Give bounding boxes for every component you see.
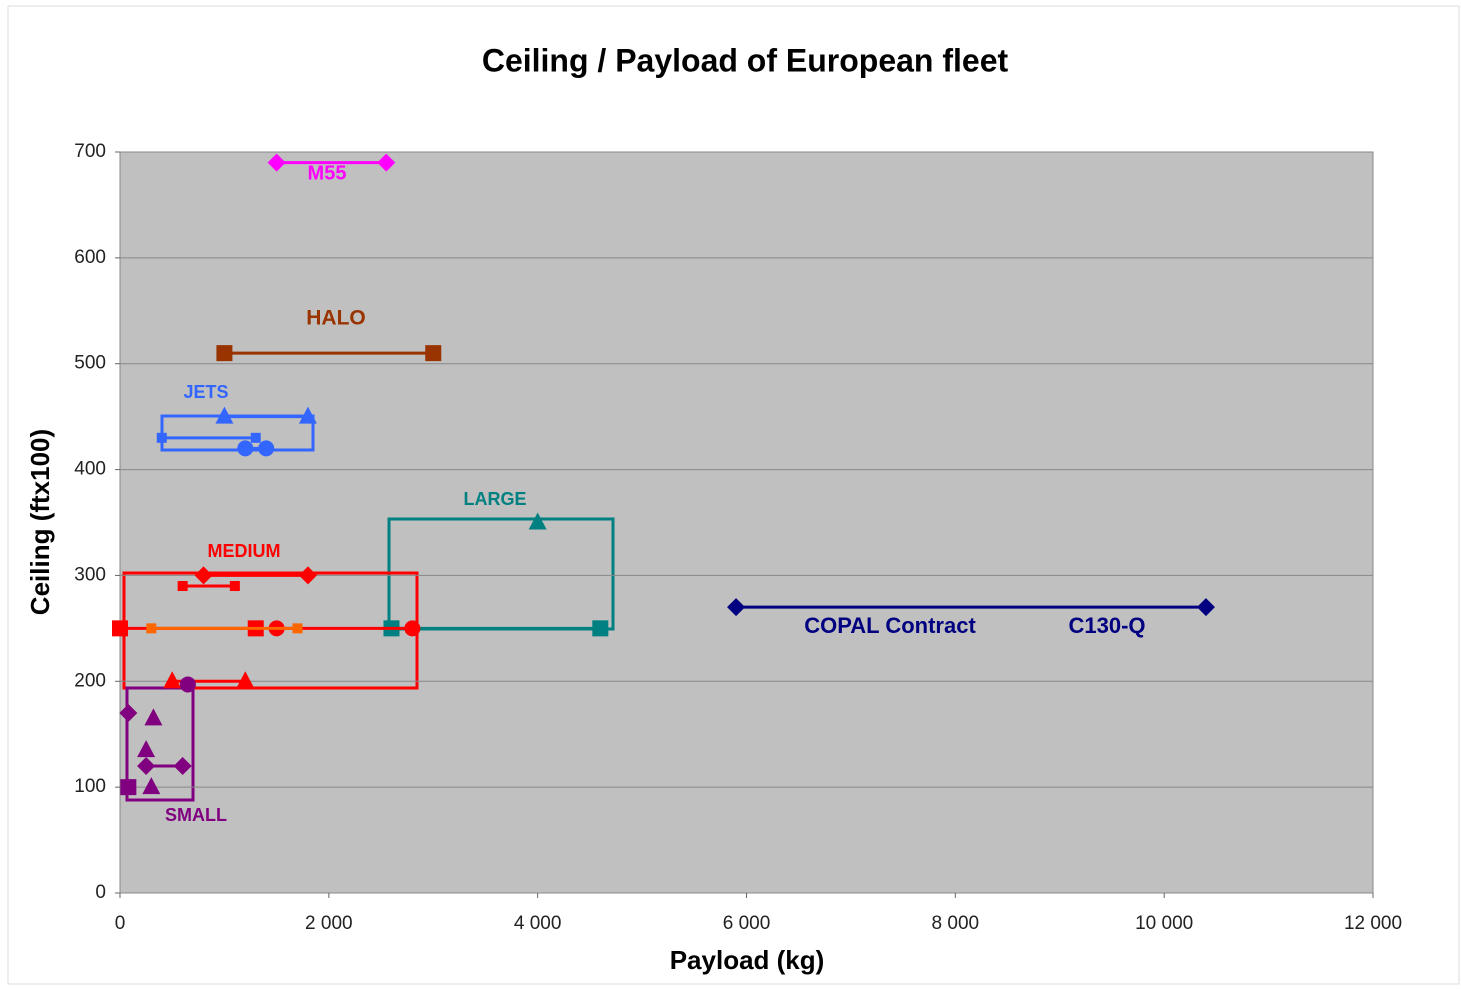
y-tick-label: 0 [95,882,106,903]
y-tick-label: 400 [74,459,106,480]
annotation: MEDIUM [208,541,281,561]
x-tick-label: 10 000 [1135,913,1193,934]
point [727,598,746,617]
y-tick-label: 700 [74,141,106,162]
point [236,671,255,689]
point [425,345,442,362]
y-tick-label: 100 [74,776,106,797]
point [404,620,421,637]
point [250,432,261,443]
y-axis-label: Ceiling (ftx100) [25,429,55,615]
x-tick-label: 12 000 [1344,913,1402,934]
point [592,620,609,637]
x-tick-label: 8 000 [932,913,980,934]
x-tick-label: 0 [115,913,126,934]
point [156,432,167,443]
point [177,581,188,592]
x-tick-label: 6 000 [723,913,771,934]
annotation: JETS [183,382,228,402]
point [173,756,192,775]
point [1196,598,1215,617]
point [146,623,157,634]
point [137,756,156,775]
point [215,406,234,424]
point [377,153,396,172]
point [137,740,156,758]
y-tick-label: 200 [74,670,106,691]
y-tick-label: 600 [74,247,106,268]
point [528,512,547,530]
point [258,440,275,457]
x-axis-label: Payload (kg) [670,945,825,975]
point [292,623,303,634]
point [194,566,213,585]
point [267,153,286,172]
point [144,708,163,726]
plot-area [119,151,1374,894]
x-tick-label: 4 000 [514,913,562,934]
point [163,671,182,689]
annotation: SMALL [165,805,227,825]
point [298,566,317,585]
point [120,779,137,796]
point [216,345,233,362]
annotation: C130-Q [1068,613,1145,638]
small-box [125,686,195,802]
annotation: HALO [306,307,366,330]
point [119,704,138,723]
point [229,581,240,592]
chart-title: Ceiling / Payload of European fleet [482,42,1009,78]
x-tick-label: 2 000 [305,913,353,934]
point [298,406,317,424]
point [237,440,254,457]
point [142,777,161,795]
annotation: COPAL Contract [804,613,976,638]
y-tick-label: 500 [74,353,106,374]
annotation: LARGE [464,489,527,509]
point [179,676,196,693]
annotation: M55 [308,162,347,184]
point [112,620,128,637]
y-tick-label: 300 [74,564,106,585]
